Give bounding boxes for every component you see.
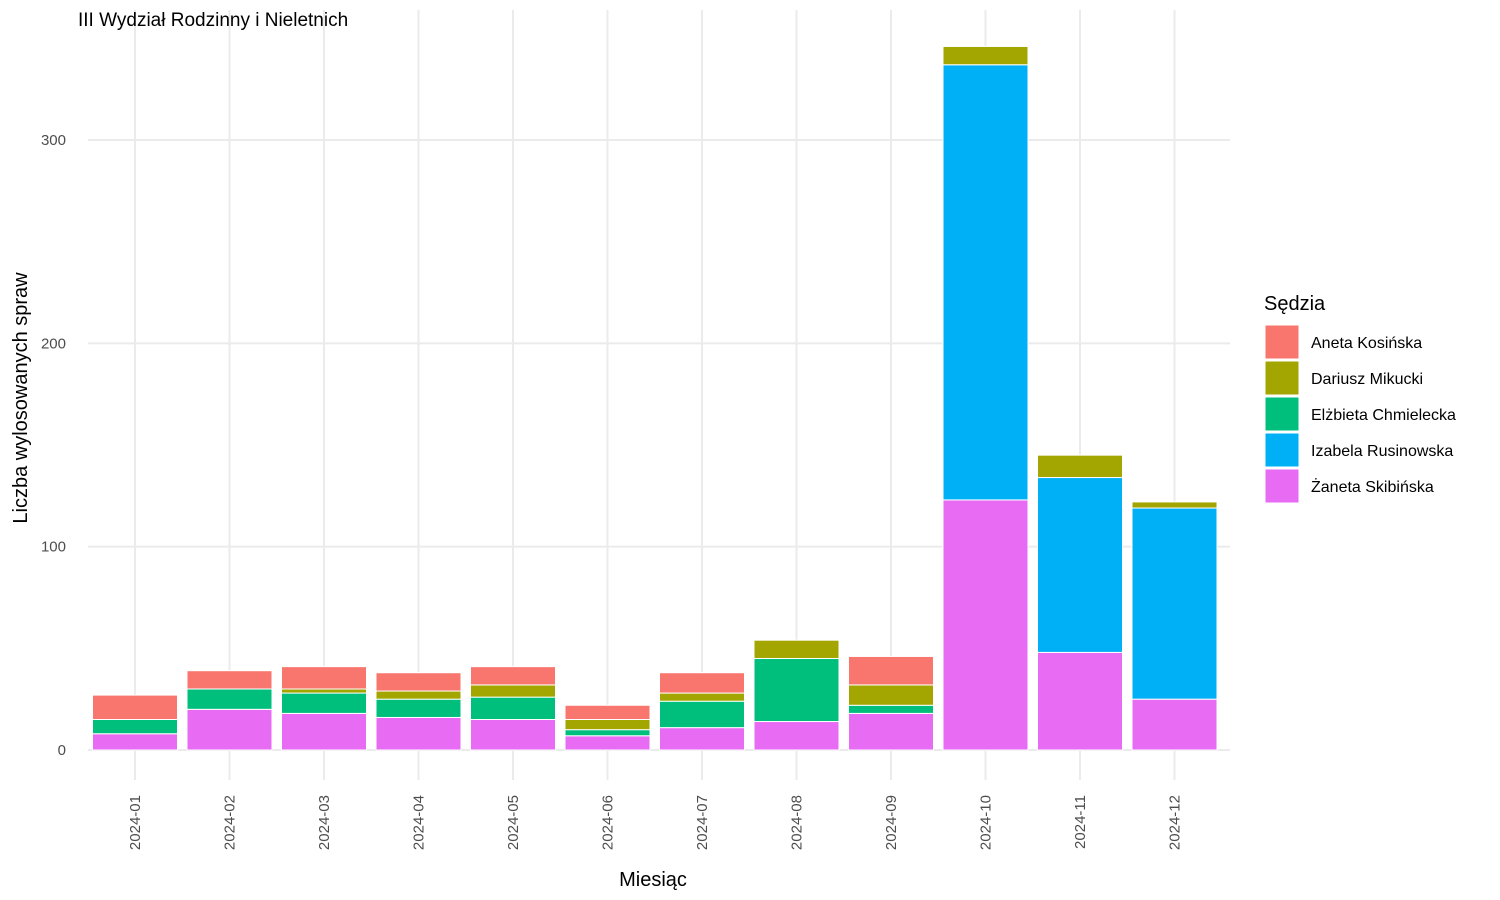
legend-swatch — [1264, 432, 1300, 468]
legend-label: Dariusz Mikucki — [1311, 371, 1423, 388]
bar-segment: Dariusz Mikucki 2024-04: 4 — [375, 690, 462, 700]
bar-segment: Żaneta Skibińska 2024-04: 16 — [375, 716, 462, 751]
x-tick-label: 2024-08 — [789, 795, 806, 850]
y-axis-ticks: 0 100 200 300 — [41, 132, 66, 759]
legend: Sędzia Aneta Kosińska Dariusz Mikucki Elżb… — [1264, 293, 1456, 504]
bar-segment: Aneta Kosińska 2024-01: 12 — [92, 694, 178, 720]
bar-segment: Dariusz Mikucki 2024-11: 11 — [1037, 454, 1123, 479]
legend-label: Aneta Kosińska — [1311, 335, 1422, 352]
legend-label: Elżbieta Chmielecka — [1311, 407, 1456, 424]
bar-segment: Żaneta Skibińska 2024-12: 25 — [1131, 698, 1218, 751]
x-tick-label: 2024-01 — [127, 795, 144, 850]
bar-segment: Aneta Kosińska 2024-03: 11 — [281, 666, 367, 690]
bar-segment: Żaneta Skibińska 2024-02: 20 — [186, 708, 273, 751]
bar-segment: Dariusz Mikucki 2024-03: 2 — [281, 688, 367, 694]
bar-segment: Żaneta Skibińska 2024-08: 14 — [753, 721, 840, 751]
bar-segment: Izabela Rusinowska 2024-10: 214 — [942, 64, 1029, 501]
bar-segment: Dariusz Mikucki 2024-09: 10 — [848, 684, 934, 706]
bar-segment: Żaneta Skibińska 2024-05: 15 — [470, 719, 556, 751]
y-tick-label: 0 — [58, 742, 66, 759]
bar-segment: Żaneta Skibińska 2024-01: 8 — [92, 733, 178, 751]
bar-segment: Izabela Rusinowska 2024-11: 86 — [1037, 477, 1123, 653]
bar-segment: Dariusz Mikucki 2024-10: 9 — [942, 45, 1029, 66]
bar-segment: Elżbieta Chmielecka 2024-06: 3 — [564, 729, 651, 737]
bar-segment: Aneta Kosińska 2024-02: 9 — [186, 670, 273, 690]
bar-segment: Aneta Kosińska 2024-07: 10 — [659, 672, 745, 694]
x-tick-label: 2024-11 — [1072, 795, 1089, 849]
bar-segment: Dariusz Mikucki 2024-08: 9 — [753, 639, 840, 660]
x-axis-title: Miesiąc — [619, 869, 687, 891]
legend-label: Izabela Rusinowska — [1311, 443, 1453, 460]
bar-segment: Dariusz Mikucki 2024-05: 6 — [470, 684, 556, 698]
bar-segment: Żaneta Skibińska 2024-11: 48 — [1037, 651, 1123, 751]
x-axis-ticks: 2024-01 2024-02 2024-03 2024-04 2024-05 2024-… — [127, 795, 1184, 850]
x-tick-label: 2024-05 — [505, 795, 522, 850]
bar-segment: Elżbieta Chmielecka 2024-01: 7 — [92, 719, 178, 735]
x-tick-label: 2024-09 — [883, 795, 900, 850]
y-axis-title: Liczba wylosowanych spraw — [10, 272, 32, 524]
bar-segment: Dariusz Mikucki 2024-12: 3 — [1131, 501, 1218, 509]
bar-segment: Aneta Kosińska 2024-05: 9 — [470, 666, 556, 686]
x-tick-label: 2024-07 — [694, 795, 711, 850]
x-tick-label: 2024-03 — [316, 795, 333, 850]
bar-segment: Żaneta Skibińska 2024-07: 11 — [659, 727, 745, 751]
chart-title: III Wydział Rodzinny i Nieletnich — [78, 10, 348, 31]
legend-swatch — [1264, 360, 1300, 396]
x-tick-label: 2024-04 — [411, 795, 428, 850]
bar-segment: Elżbieta Chmielecka 2024-09: 4 — [848, 704, 934, 714]
bar-segment: Aneta Kosińska 2024-06: 7 — [564, 704, 651, 720]
bar-segment: Żaneta Skibińska 2024-09: 18 — [848, 712, 934, 751]
bar-segment: Elżbieta Chmielecka 2024-08: 31 — [753, 658, 840, 723]
x-tick-label: 2024-02 — [222, 795, 239, 850]
y-tick-label: 300 — [41, 132, 66, 149]
bar-segment: Dariusz Mikucki 2024-06: 5 — [564, 719, 651, 731]
legend-swatch — [1264, 324, 1300, 360]
legend-swatch — [1264, 396, 1300, 432]
bar-segment: Żaneta Skibińska 2024-03: 18 — [281, 712, 367, 751]
bar-segment: Aneta Kosińska 2024-04: 9 — [375, 672, 462, 692]
bar-segment: Elżbieta Chmielecka 2024-02: 10 — [186, 688, 273, 710]
legend-title: Sędzia — [1264, 293, 1326, 315]
bar-segment: Żaneta Skibińska 2024-06: 7 — [564, 735, 651, 751]
y-tick-label: 100 — [41, 539, 66, 556]
bar-segment: Dariusz Mikucki 2024-07: 4 — [659, 692, 745, 702]
bar-segment: Izabela Rusinowska 2024-12: 94 — [1131, 507, 1218, 700]
bar-segment: Elżbieta Chmielecka 2024-03: 10 — [281, 692, 367, 714]
legend-swatch — [1264, 468, 1300, 504]
bar-segment: Żaneta Skibińska 2024-10: 123 — [942, 499, 1029, 751]
bar-segment: Elżbieta Chmielecka 2024-07: 13 — [659, 700, 745, 729]
x-tick-label: 2024-10 — [978, 795, 995, 850]
legend-label: Żaneta Skibińska — [1311, 477, 1434, 496]
x-tick-label: 2024-12 — [1167, 795, 1184, 850]
bars: Żaneta Skibińska 2024-01: 8Elżbieta Chmi… — [92, 45, 1218, 751]
x-tick-label: 2024-06 — [600, 795, 617, 850]
y-tick-label: 200 — [41, 335, 66, 352]
bar-segment: Aneta Kosińska 2024-09: 14 — [848, 655, 934, 686]
bar-segment: Elżbieta Chmielecka 2024-05: 11 — [470, 696, 556, 721]
bar-segment: Elżbieta Chmielecka 2024-04: 9 — [375, 698, 462, 718]
